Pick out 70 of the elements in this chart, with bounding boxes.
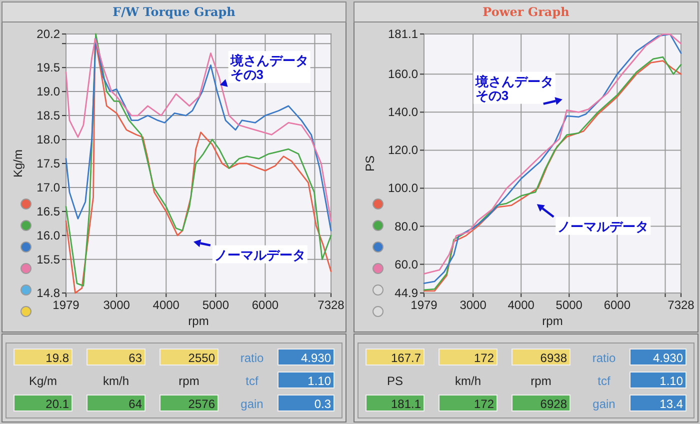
text: 2550 (188, 351, 216, 365)
text: 172 (474, 397, 494, 411)
text: 6928 (540, 397, 568, 411)
y-axis-title: PS (363, 155, 377, 172)
x-tick-label: 5000 (202, 298, 230, 312)
y-tick-label: 60.0 (394, 257, 418, 272)
text: 19.8 (46, 351, 70, 365)
text: 167.7 (390, 351, 422, 365)
text: km/h (102, 374, 130, 388)
x-tick-label: 3000 (460, 298, 487, 312)
text: 1.10 (660, 374, 684, 388)
text: ratio (592, 351, 616, 365)
text: gain (240, 397, 264, 411)
y-tick-label: 19.0 (36, 84, 60, 99)
y-tick-label: 14.8 (36, 286, 60, 300)
text: rpm (530, 374, 552, 388)
x-tick-label: 1979 (52, 298, 80, 312)
y-tick-label: 16.0 (36, 228, 60, 242)
annotation: ノーマルデータ (558, 218, 649, 234)
y-tick-label: 100.0 (388, 181, 418, 196)
text: Kg/m (28, 374, 58, 388)
y-tick-label: 44.9 (394, 286, 418, 300)
y-tick-label: 18.5 (36, 108, 60, 123)
x-tick-label: 1979 (410, 298, 438, 312)
x-tick-label: 7328 (318, 298, 345, 312)
text: 63 (128, 351, 142, 365)
x-tick-label: 3000 (103, 298, 130, 312)
text: tcf (246, 374, 259, 388)
text: 20.1 (46, 397, 70, 411)
text: 4.930 (300, 351, 332, 365)
text: 6938 (540, 351, 568, 365)
text: 4.930 (652, 351, 684, 365)
text: 1.10 (308, 374, 332, 388)
text: tcf (598, 374, 611, 388)
y-tick-label: 120.0 (388, 143, 418, 158)
x-tick-label: 7328 (668, 298, 695, 312)
text: 2576 (188, 397, 216, 411)
x-tick-label: 6000 (252, 298, 279, 312)
x-tick-label: 6000 (604, 298, 631, 312)
annotation: 境さんデータその3 (229, 53, 308, 82)
y-tick-label: 17.0 (36, 180, 60, 194)
y-tick-label: 80.0 (394, 219, 418, 234)
text: km/h (454, 374, 482, 388)
y-tick-label: 160.0 (388, 67, 418, 82)
x-tick-label: 5000 (556, 298, 583, 312)
text: 0.3 (314, 397, 332, 411)
text: 172 (474, 351, 494, 365)
y-tick-label: 181.1 (388, 27, 418, 41)
text: 13.4 (660, 397, 684, 411)
y-tick-label: 16.5 (36, 204, 60, 218)
x-axis-title: rpm (188, 314, 209, 328)
y-axis-title: Kg/m (11, 149, 25, 178)
x-axis-title: rpm (542, 314, 563, 328)
chart-title: Power Graph (482, 5, 570, 19)
annotation: ノーマルデータ (214, 247, 306, 262)
x-tick-label: 4000 (152, 298, 180, 312)
text: gain (592, 397, 616, 411)
y-tick-label: 19.5 (36, 60, 60, 75)
y-tick-label: 140.0 (388, 105, 418, 120)
chart-title: F/W Torque Graph (112, 5, 236, 19)
text: rpm (178, 374, 200, 388)
annotation: 境さんデータその3 (474, 74, 554, 103)
y-tick-label: 20.2 (36, 27, 60, 41)
x-tick-label: 4000 (508, 298, 535, 312)
text: 64 (128, 397, 142, 411)
text: PS (386, 374, 404, 388)
y-tick-label: 17.5 (36, 156, 60, 170)
y-tick-label: 15.5 (36, 252, 60, 266)
text: ratio (240, 351, 264, 365)
y-tick-label: 18.0 (36, 132, 60, 147)
